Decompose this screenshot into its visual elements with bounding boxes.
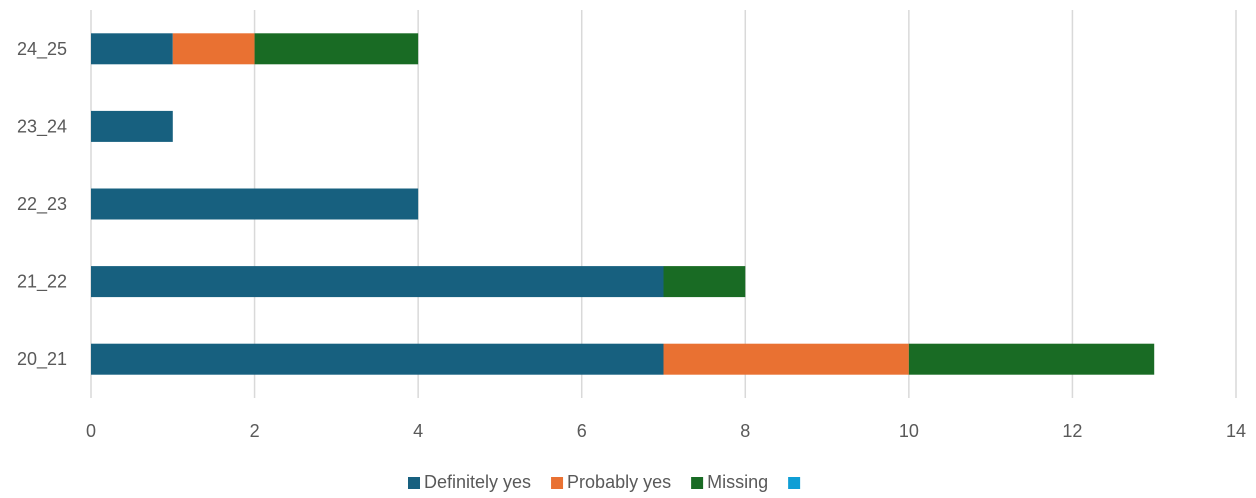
legend-label-2: Missing (707, 472, 768, 492)
legend-swatch-3 (788, 477, 801, 489)
y-category-label-24_25: 24_25 (17, 39, 67, 60)
x-tick-label-6: 6 (577, 421, 587, 441)
x-tick-label-10: 10 (899, 421, 919, 441)
bar-23_24-series-0 (91, 110, 173, 142)
legend-label-0: Definitely yes (424, 472, 531, 492)
x-tick-label-0: 0 (86, 421, 96, 441)
x-tick-label-4: 4 (413, 421, 423, 441)
bars (91, 33, 1155, 375)
axis-labels: 0 2 4 6 8 10 12 14 24_25 23_24 22_23 21_22 20_21 (17, 39, 1246, 441)
bar-24_25-series-2 (254, 33, 419, 65)
bar-20_21-series-1 (663, 343, 909, 375)
x-tick-label-2: 2 (250, 421, 260, 441)
legend-swatch-2 (691, 477, 704, 489)
legend: Definitely yes Probably yes Missing (408, 472, 801, 492)
y-category-label-20_21: 20_21 (17, 349, 67, 370)
y-category-label-21_22: 21_22 (17, 272, 67, 293)
bar-20_21-series-0 (91, 343, 664, 375)
legend-label-1: Probably yes (567, 472, 671, 492)
x-tick-label-14: 14 (1226, 421, 1246, 441)
legend-swatch-0 (408, 477, 420, 489)
bar-22_23-series-0 (91, 188, 419, 220)
x-tick-label-12: 12 (1062, 421, 1082, 441)
y-category-label-23_24: 23_24 (17, 116, 67, 137)
legend-swatch-1 (551, 477, 564, 489)
bar-24_25-series-0 (91, 33, 173, 65)
bar-20_21-series-2 (908, 343, 1155, 375)
bar-21_22-series-2 (663, 266, 746, 298)
x-tick-label-8: 8 (740, 421, 750, 441)
y-category-label-22_23: 22_23 (17, 194, 67, 215)
bar-24_25-series-1 (172, 33, 255, 65)
bar-21_22-series-0 (91, 266, 664, 298)
